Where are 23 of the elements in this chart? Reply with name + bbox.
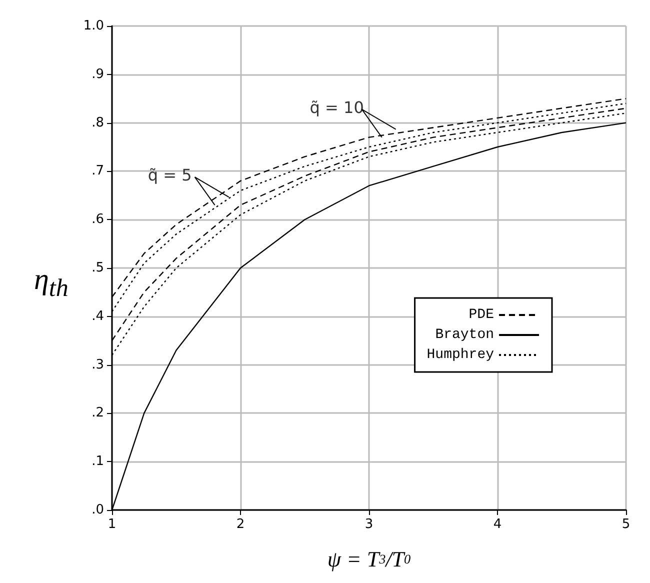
legend-label: Brayton — [435, 327, 494, 343]
x-tick-label: 1 — [108, 517, 116, 532]
y-tick-label: .1 — [92, 454, 104, 470]
y-axis-title: η$_{th}$ — [34, 263, 68, 304]
y-tick-label: .4 — [92, 308, 104, 324]
x-tick-label: 4 — [493, 517, 502, 532]
x-tick-label: 5 — [622, 517, 630, 532]
x-axis-title: ψ = T3/T0 — [327, 546, 412, 572]
y-tick-label: .2 — [92, 406, 104, 421]
annotation: q̃ = 10 — [310, 98, 364, 117]
legend-label: PDE — [468, 307, 494, 323]
legend-label: Humphrey — [426, 347, 494, 363]
y-tick-label: .3 — [92, 357, 104, 372]
x-tick-label: 3 — [364, 517, 374, 532]
y-tick-label: .8 — [92, 115, 104, 130]
x-tick-label: 2 — [236, 517, 245, 532]
y-tick-label: .7 — [92, 164, 104, 179]
y-tick-label: 1.0 — [83, 18, 104, 34]
y-tick-label: .0 — [92, 502, 104, 518]
y-tick-label: .5 — [92, 260, 104, 276]
y-tick-label: .9 — [92, 66, 104, 82]
annotation: q̃ = 5 — [148, 166, 192, 185]
y-tick-label: .6 — [92, 212, 104, 228]
